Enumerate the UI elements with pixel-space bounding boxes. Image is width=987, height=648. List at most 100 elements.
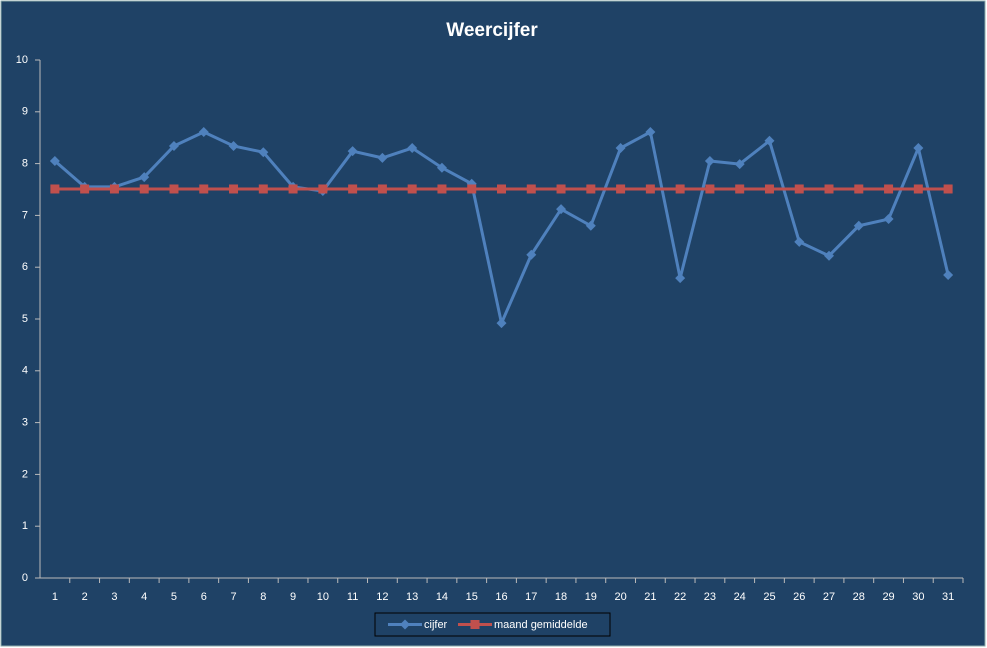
x-tick-label: 7 bbox=[230, 591, 236, 603]
x-tick-label: 16 bbox=[495, 591, 507, 603]
point bbox=[377, 152, 388, 163]
x-tick-label: 11 bbox=[347, 591, 358, 603]
y-tick-label: 8 bbox=[22, 158, 28, 170]
point bbox=[139, 184, 149, 194]
point bbox=[764, 184, 774, 194]
y-tick-label: 2 bbox=[22, 468, 28, 480]
point bbox=[169, 184, 179, 194]
point bbox=[80, 184, 90, 194]
point bbox=[228, 140, 239, 151]
point bbox=[675, 184, 685, 194]
point bbox=[49, 156, 60, 167]
point bbox=[470, 620, 480, 629]
point bbox=[794, 236, 805, 247]
point bbox=[704, 156, 715, 167]
x-tick-label: 9 bbox=[290, 591, 296, 603]
y-tick-label: 10 bbox=[16, 54, 28, 66]
point bbox=[556, 184, 566, 194]
x-tick-label: 23 bbox=[704, 591, 716, 603]
point bbox=[436, 162, 447, 173]
point bbox=[735, 184, 745, 194]
y-tick-label: 3 bbox=[22, 417, 28, 429]
x-tick-label: 5 bbox=[171, 591, 177, 603]
point bbox=[347, 146, 358, 157]
point bbox=[675, 273, 686, 284]
point bbox=[400, 619, 410, 630]
point bbox=[318, 184, 328, 194]
point bbox=[764, 135, 775, 146]
point bbox=[437, 184, 447, 194]
x-tick-label: 31 bbox=[942, 591, 954, 603]
point bbox=[109, 184, 119, 194]
x-tick-label: 4 bbox=[141, 591, 147, 603]
point bbox=[407, 143, 418, 154]
point bbox=[913, 184, 923, 194]
x-tick-label: 13 bbox=[406, 591, 418, 603]
point bbox=[407, 184, 417, 194]
legend-label: maand gemiddelde bbox=[494, 619, 588, 631]
point bbox=[913, 143, 924, 154]
point bbox=[556, 204, 567, 215]
point bbox=[585, 220, 596, 231]
x-tick-label: 1 bbox=[52, 591, 58, 603]
point bbox=[615, 143, 626, 154]
point bbox=[526, 249, 537, 260]
point bbox=[526, 184, 536, 194]
point bbox=[467, 184, 477, 194]
x-tick-label: 2 bbox=[82, 591, 88, 603]
point bbox=[139, 172, 150, 183]
x-tick-label: 18 bbox=[555, 591, 567, 603]
y-tick-label: 6 bbox=[22, 261, 28, 273]
point bbox=[854, 184, 864, 194]
point bbox=[229, 184, 239, 194]
x-tick-label: 27 bbox=[823, 591, 835, 603]
x-tick-label: 29 bbox=[882, 591, 894, 603]
point bbox=[883, 214, 894, 225]
x-tick-label: 12 bbox=[376, 591, 388, 603]
point bbox=[884, 184, 894, 194]
y-tick-label: 0 bbox=[22, 572, 28, 584]
legend-label: cijfer bbox=[424, 619, 448, 631]
x-tick-label: 10 bbox=[317, 591, 329, 603]
point bbox=[198, 127, 209, 138]
x-tick-label: 20 bbox=[614, 591, 626, 603]
x-tick-label: 24 bbox=[734, 591, 746, 603]
x-tick-label: 3 bbox=[111, 591, 117, 603]
x-tick-label: 28 bbox=[853, 591, 865, 603]
point bbox=[377, 184, 387, 194]
point bbox=[705, 184, 715, 194]
x-tick-label: 25 bbox=[763, 591, 775, 603]
point bbox=[586, 184, 596, 194]
point bbox=[497, 184, 506, 194]
x-tick-label: 14 bbox=[436, 591, 448, 603]
y-tick-label: 4 bbox=[22, 365, 28, 377]
x-tick-label: 21 bbox=[644, 591, 656, 603]
point bbox=[734, 159, 745, 170]
point bbox=[50, 184, 60, 194]
point bbox=[258, 184, 268, 194]
point bbox=[943, 269, 954, 280]
x-tick-label: 26 bbox=[793, 591, 805, 603]
y-tick-label: 7 bbox=[22, 209, 28, 221]
y-tick-label: 5 bbox=[22, 313, 28, 325]
y-tick-label: 9 bbox=[22, 106, 28, 118]
legend-box bbox=[374, 612, 611, 637]
point bbox=[616, 184, 626, 194]
point bbox=[645, 127, 656, 138]
point bbox=[824, 250, 835, 261]
x-tick-label: 8 bbox=[260, 591, 266, 603]
point bbox=[168, 140, 179, 151]
point bbox=[348, 184, 358, 194]
point bbox=[199, 184, 209, 194]
point bbox=[794, 184, 804, 194]
point bbox=[943, 184, 953, 194]
x-tick-label: 22 bbox=[674, 591, 686, 603]
x-tick-label: 15 bbox=[466, 591, 478, 603]
point bbox=[258, 147, 269, 158]
x-tick-label: 6 bbox=[201, 591, 207, 603]
point bbox=[496, 318, 507, 329]
point bbox=[645, 184, 655, 194]
chart-title: Weercijfer bbox=[446, 20, 538, 41]
